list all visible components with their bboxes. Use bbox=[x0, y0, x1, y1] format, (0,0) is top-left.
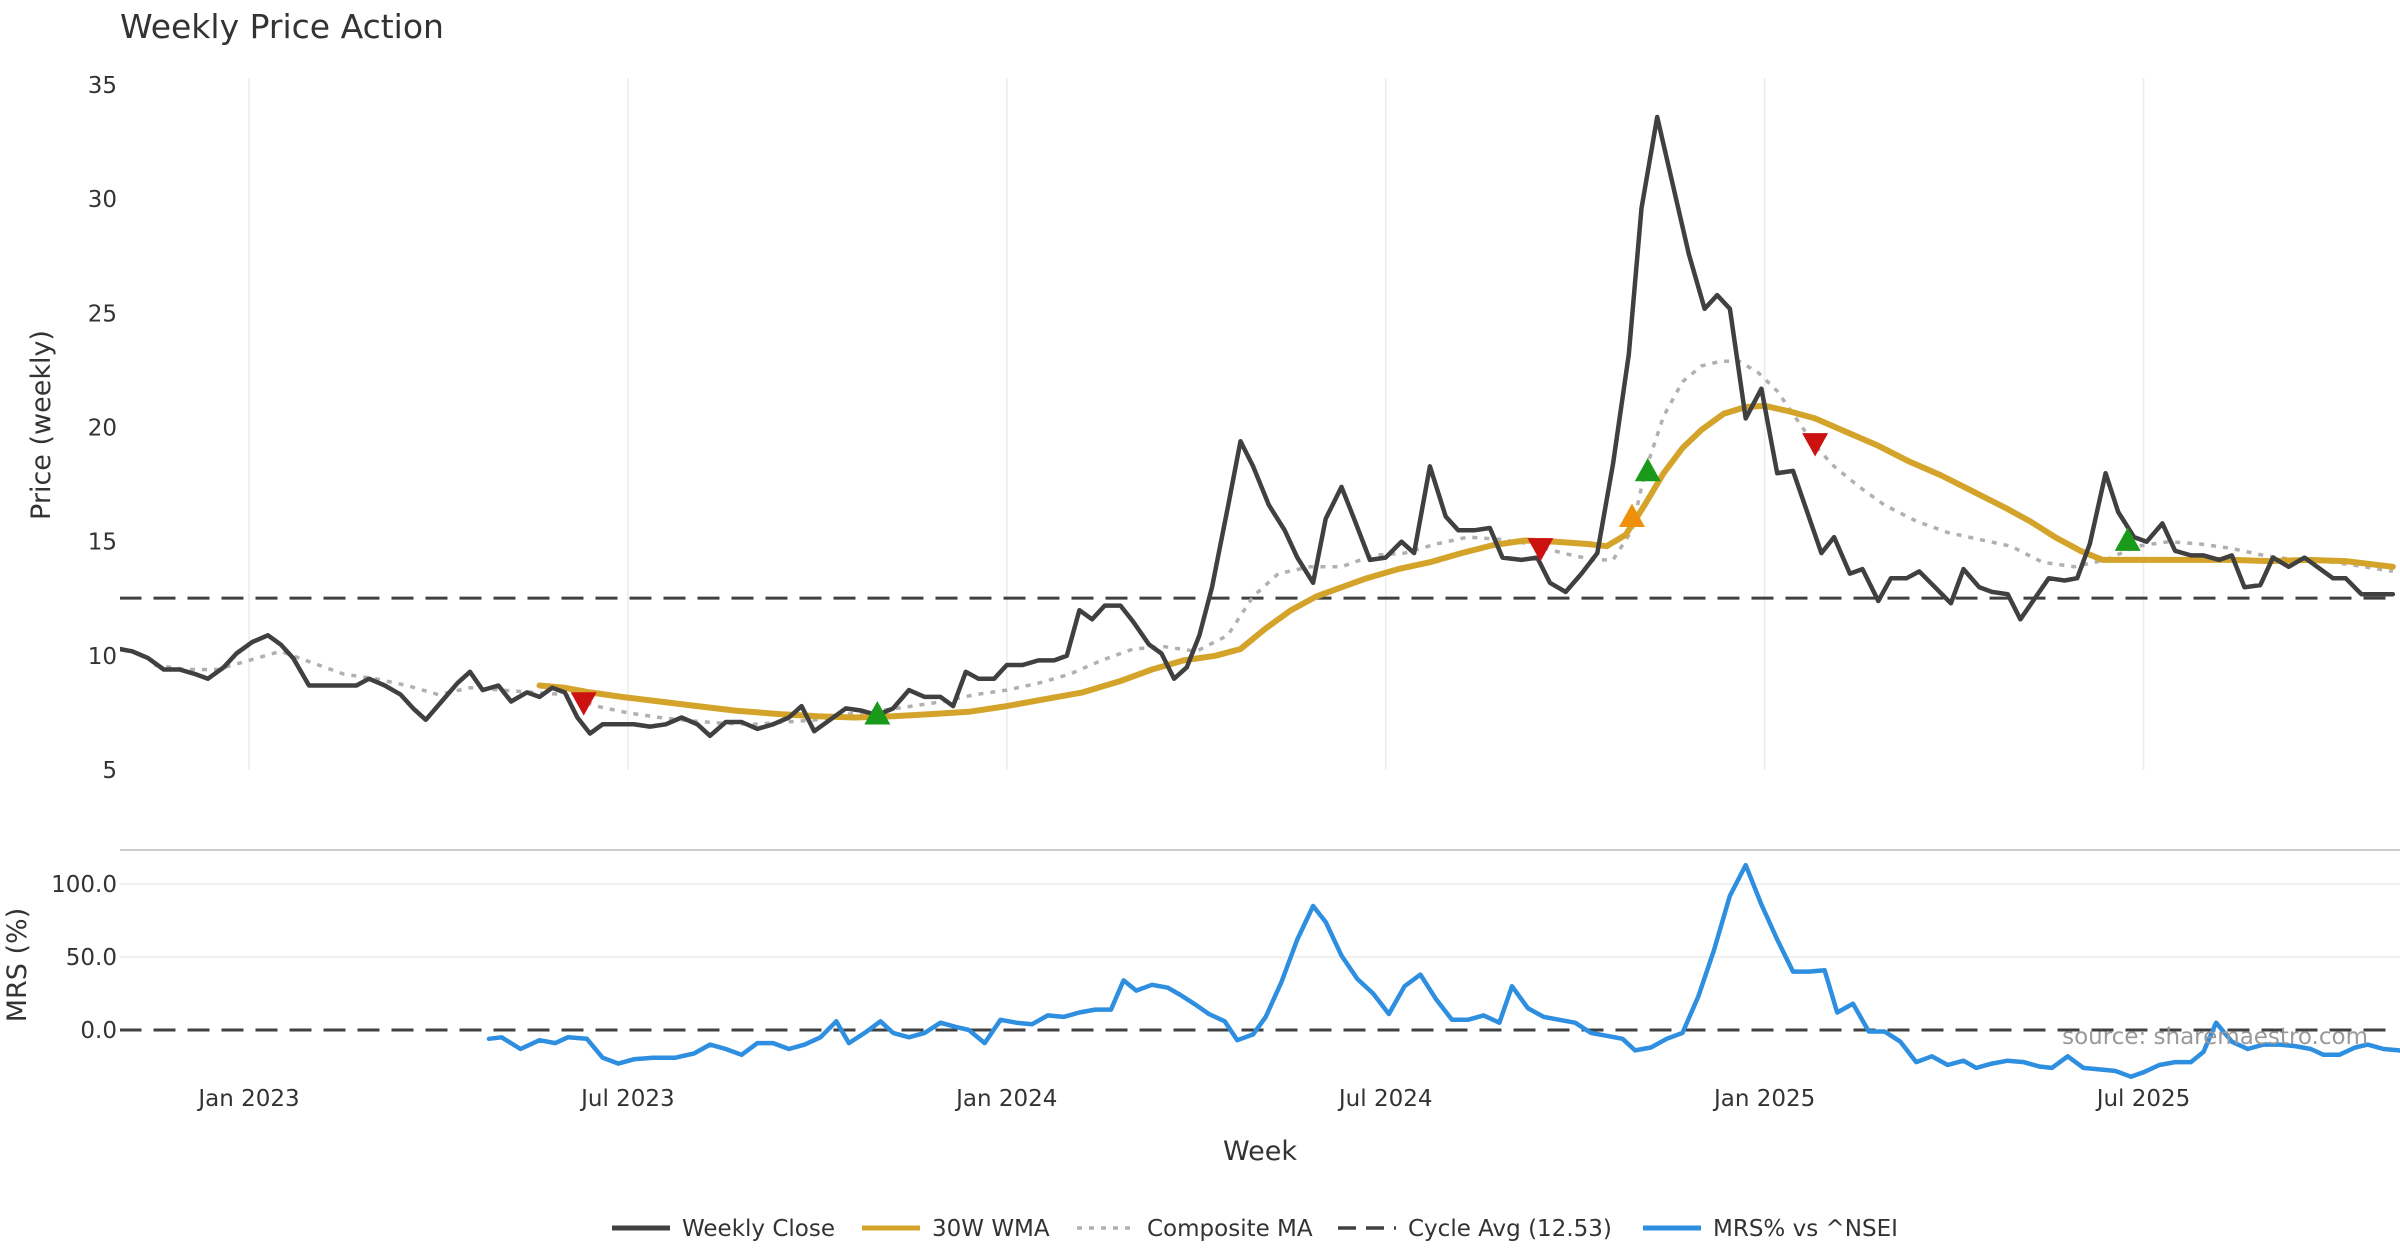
price-y-tick-20: 20 bbox=[88, 416, 117, 442]
series-mrs-vs-nsei bbox=[486, 862, 2400, 1079]
signal-markers bbox=[570, 433, 2141, 725]
price-y-tick-10: 10 bbox=[88, 644, 117, 670]
price-y-tick-15: 15 bbox=[88, 530, 117, 556]
x-tick-1: Jul 2023 bbox=[579, 1086, 675, 1112]
price-y-tick-25: 25 bbox=[88, 301, 117, 327]
price-y-tick-5: 5 bbox=[102, 758, 117, 784]
mrs-y-tick-100: 100.0 bbox=[51, 872, 117, 898]
price-y-tick-30: 30 bbox=[88, 187, 117, 213]
x-ticks: Jan 2023 Jul 2023 Jan 2024 Jul 2024 Jan 2025… bbox=[196, 1086, 2190, 1112]
price-y-ticks: 5 10 15 20 25 30 35 bbox=[88, 73, 117, 784]
price-grid bbox=[248, 78, 2145, 770]
signal-marker-up-3 bbox=[1618, 503, 1645, 527]
legend-label-0: Weekly Close bbox=[682, 1216, 835, 1242]
price-y-tick-35: 35 bbox=[88, 73, 117, 99]
signal-marker-up-1 bbox=[864, 701, 891, 725]
legend-label-3: Cycle Avg (12.53) bbox=[1408, 1216, 1612, 1242]
mrs-y-ticks: 0.0 50.0 100.0 bbox=[51, 872, 117, 1044]
signal-marker-down-2 bbox=[1527, 538, 1554, 562]
source-attribution: source: sharemaestro.com bbox=[2062, 1024, 2368, 1050]
mrs-y-tick-50: 50.0 bbox=[66, 945, 117, 971]
x-axis-label: Week bbox=[1223, 1136, 1297, 1167]
x-tick-5: Jul 2025 bbox=[2095, 1086, 2191, 1112]
x-tick-2: Jan 2024 bbox=[954, 1086, 1057, 1112]
legend: Weekly Close 30W WMA Composite MA Cycle Avg… bbox=[612, 1216, 1898, 1242]
series-weekly-close bbox=[120, 114, 2396, 739]
series-30w-wma bbox=[536, 402, 2396, 721]
mrs-grid bbox=[120, 883, 2400, 958]
signal-marker-up-4 bbox=[1634, 457, 1661, 482]
price-y-axis-label: Price (weekly) bbox=[26, 330, 57, 520]
series-composite-ma bbox=[154, 359, 2394, 727]
x-tick-3: Jul 2024 bbox=[1337, 1086, 1433, 1112]
price-series bbox=[120, 114, 2396, 739]
mrs-series bbox=[120, 862, 2400, 1079]
legend-label-1: 30W WMA bbox=[932, 1216, 1050, 1242]
signal-marker-up-6 bbox=[2114, 527, 2141, 551]
mrs-y-tick-0: 0.0 bbox=[80, 1018, 117, 1044]
signal-marker-down-0 bbox=[570, 692, 597, 716]
x-tick-0: Jan 2023 bbox=[196, 1086, 299, 1112]
legend-label-2: Composite MA bbox=[1147, 1216, 1313, 1242]
legend-label-4: MRS% vs ^NSEI bbox=[1713, 1216, 1898, 1242]
signal-marker-down-5 bbox=[1802, 433, 1829, 457]
x-tick-4: Jan 2025 bbox=[1712, 1086, 1815, 1112]
mrs-y-axis-label: MRS (%) bbox=[2, 908, 33, 1023]
chart-title: Weekly Price Action bbox=[120, 7, 444, 46]
